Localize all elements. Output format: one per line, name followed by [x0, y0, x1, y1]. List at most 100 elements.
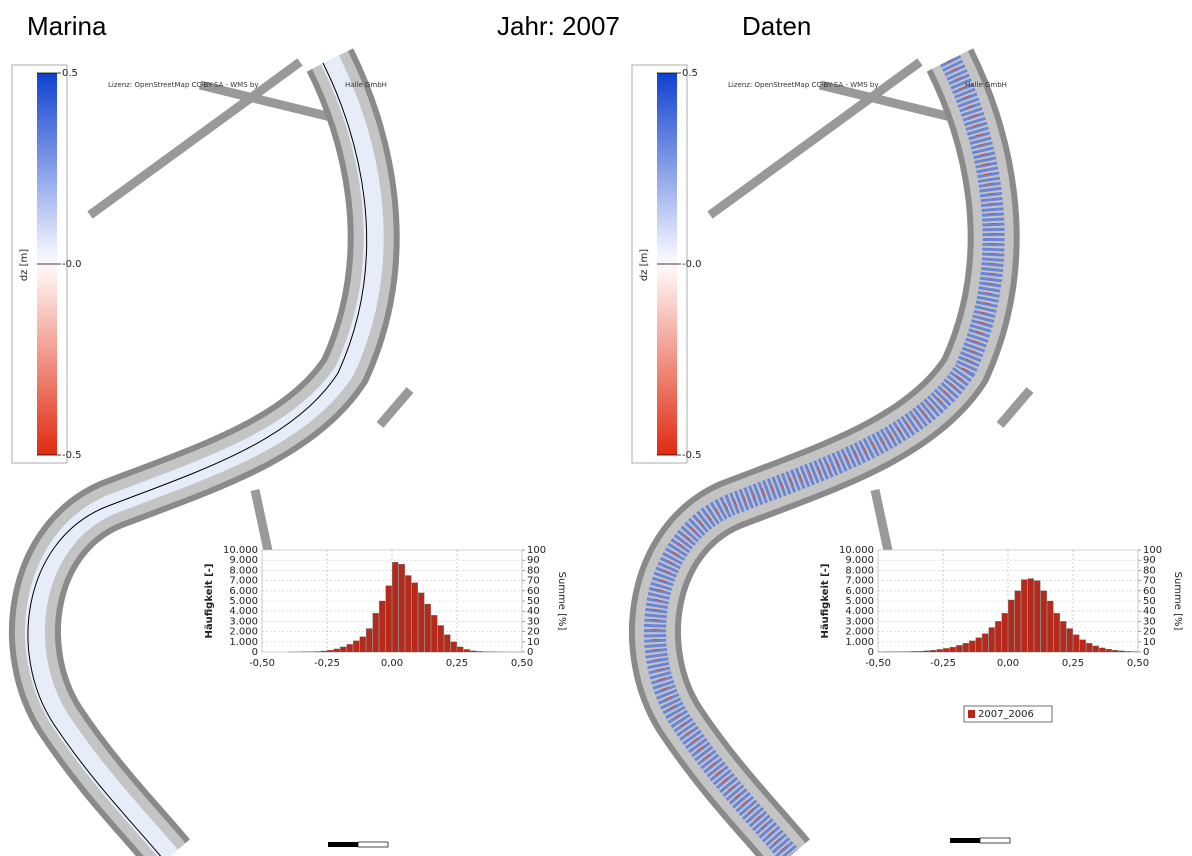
bar	[1105, 648, 1112, 653]
bar	[1034, 580, 1041, 653]
bar	[366, 628, 373, 653]
y-tick-label: 9.000	[229, 555, 258, 566]
bar	[1008, 599, 1015, 653]
y2-axis-label: Summe [%]	[556, 572, 567, 631]
bar	[943, 648, 950, 653]
colorbar-tick-label: 0.5	[682, 68, 698, 79]
y-tick-label: 1.000	[229, 637, 258, 648]
y2-tick-label: 40	[527, 606, 540, 617]
bar	[470, 650, 477, 653]
legend-swatch	[968, 710, 975, 718]
y-tick-label: 9.000	[845, 555, 874, 566]
bar	[923, 650, 930, 653]
bar	[411, 582, 418, 653]
y-axis-label: Häufigkeit [-]	[204, 564, 215, 639]
y-tick-label: 7.000	[229, 576, 258, 587]
map-left	[8, 48, 414, 856]
bar	[1060, 621, 1067, 653]
bar	[359, 636, 366, 653]
y-tick-label: 8.000	[229, 565, 258, 576]
bar	[1066, 628, 1073, 653]
y-tick-label: 6.000	[845, 586, 874, 597]
y-axis-label: Häufigkeit [-]	[820, 564, 831, 639]
colorbar-tick-label: -0.5	[682, 450, 702, 461]
x-tick-label: 0,50	[511, 658, 533, 669]
header-center: Jahr: 2007	[497, 11, 620, 41]
y-tick-label: 4.000	[229, 606, 258, 617]
y2-tick-label: 0	[527, 647, 533, 658]
x-tick-label: -0,25	[930, 658, 956, 669]
bar	[962, 643, 969, 653]
bar	[1014, 590, 1021, 653]
y2-tick-label: 10	[1143, 637, 1156, 648]
license: Lizenz: OpenStreetMap CC-BY-SA - WMS by	[728, 81, 878, 89]
bar	[424, 603, 431, 653]
y-tick-label: 7.000	[845, 576, 874, 587]
bar	[444, 634, 451, 653]
y2-tick-label: 0	[1143, 647, 1149, 658]
x-tick-label: 0,50	[1127, 658, 1149, 669]
legend-frame	[963, 705, 1053, 723]
y-tick-label: 2.000	[845, 627, 874, 638]
x-tick-label: -0,50	[865, 658, 891, 669]
y2-tick-label: 60	[1143, 586, 1156, 597]
bar	[949, 646, 956, 653]
y-tick-label: 1.000	[845, 637, 874, 648]
colorbar-tick-label: 0.5	[62, 68, 78, 79]
bar	[910, 651, 917, 653]
bar	[392, 562, 399, 653]
bar	[1001, 613, 1008, 653]
bar	[936, 649, 943, 653]
bar	[327, 650, 334, 653]
y2-tick-label: 80	[527, 565, 540, 576]
y2-tick-label: 80	[1143, 565, 1156, 576]
y-tick-label: 10.000	[223, 545, 258, 556]
bar	[1047, 600, 1054, 653]
bar	[340, 646, 347, 653]
bar	[463, 649, 470, 653]
y2-tick-label: 100	[527, 545, 546, 556]
y2-tick-label: 20	[1143, 627, 1156, 638]
y-tick-label: 10.000	[839, 545, 874, 556]
bar	[917, 651, 924, 653]
bar	[1027, 578, 1034, 653]
bar	[1073, 634, 1080, 653]
bar	[1092, 645, 1099, 653]
y2-tick-label: 40	[1143, 606, 1156, 617]
y2-tick-label: 20	[527, 627, 540, 638]
y-tick-label: 3.000	[229, 616, 258, 627]
y2-tick-label: 50	[527, 596, 540, 607]
map-right	[628, 48, 1034, 856]
y2-tick-label: 70	[527, 576, 540, 587]
colorbar-label: dz [m]	[19, 249, 30, 281]
y2-tick-label: 30	[527, 616, 540, 627]
bar	[1099, 647, 1106, 653]
bar	[975, 637, 982, 653]
x-tick-label: 0,00	[997, 658, 1019, 669]
y2-tick-label: 50	[1143, 596, 1156, 607]
bar	[437, 625, 444, 653]
bar	[372, 613, 379, 653]
bar	[379, 600, 386, 653]
x-tick-label: 0,25	[1062, 658, 1084, 669]
bar	[930, 650, 937, 653]
y-tick-label: 5.000	[229, 596, 258, 607]
bar	[1112, 650, 1119, 653]
bar	[333, 648, 340, 653]
bar	[314, 651, 321, 653]
bar	[431, 615, 438, 653]
bar	[353, 640, 360, 653]
bar	[988, 627, 995, 653]
bar	[956, 645, 963, 653]
bar	[385, 585, 392, 653]
y-tick-label: 0	[252, 647, 258, 658]
bar	[418, 592, 425, 653]
colorbar-tick-label: -0.0	[682, 259, 702, 270]
y2-tick-label: 70	[1143, 576, 1156, 587]
y-tick-label: 5.000	[845, 596, 874, 607]
y2-axis-label: Summe [%]	[1172, 572, 1183, 631]
bar	[405, 575, 412, 653]
legend-label: 2007_2006	[978, 709, 1034, 720]
x-tick-label: 0,25	[446, 658, 468, 669]
